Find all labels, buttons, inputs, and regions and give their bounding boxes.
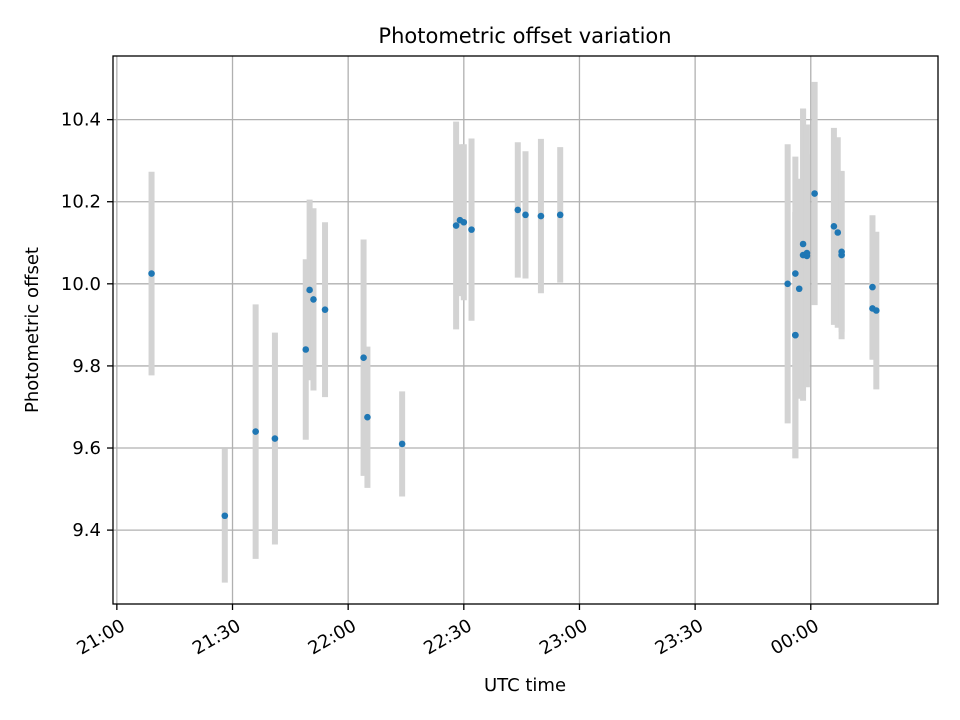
y-axis-label: Photometric offset: [22, 247, 43, 413]
data-point: [364, 413, 371, 421]
x-tick-label: 22:00: [305, 615, 360, 659]
data-point: [803, 249, 811, 257]
data-point: [306, 286, 313, 294]
data-point: [792, 270, 799, 277]
y-tick-label: 10.2: [61, 192, 101, 213]
data-point: [514, 206, 522, 214]
data-point: [468, 226, 475, 233]
data-point: [460, 218, 468, 226]
data-point: [795, 285, 803, 293]
y-tick-label: 9.4: [72, 520, 101, 541]
data-point: [830, 223, 838, 230]
x-tick-label: 22:30: [420, 615, 475, 659]
y-axis: 9.4 9.6 9.8 10.0 10.2 10.4: [61, 110, 113, 541]
x-axis-label: UTC time: [484, 675, 566, 696]
plot-frame: [112, 55, 939, 605]
y-tick-label: 9.8: [72, 356, 101, 377]
data-point: [537, 212, 545, 220]
data-point: [271, 435, 279, 442]
x-tick-label: 00:00: [767, 615, 822, 659]
y-tick-label: 9.6: [72, 438, 101, 459]
data-point: [834, 229, 842, 236]
x-tick-label: 21:00: [73, 615, 128, 659]
data-point: [221, 512, 229, 520]
data-point: [321, 306, 329, 313]
data-point: [811, 190, 818, 197]
data-point: [869, 283, 876, 291]
x-tick-label: 23:30: [652, 615, 707, 659]
data-point: [522, 211, 529, 219]
data-point: [799, 240, 807, 248]
errorbar-layer: [148, 81, 880, 583]
data-point: [784, 280, 791, 288]
x-axis: 21:00 21:30 22:00 22:30 23:00 23:30 00:00: [73, 604, 823, 659]
data-point: [838, 248, 845, 256]
data-point: [398, 440, 406, 448]
data-point: [310, 296, 317, 303]
data-point: [556, 211, 564, 219]
y-tick-label: 10.0: [61, 274, 101, 295]
data-point: [148, 270, 155, 277]
point-layer: [148, 190, 880, 520]
data-point: [360, 354, 367, 362]
data-point: [252, 428, 259, 435]
data-point: [452, 222, 460, 229]
data-point: [302, 346, 310, 353]
data-point: [792, 331, 799, 339]
y-tick-label: 10.4: [61, 110, 101, 131]
x-tick-label: 23:00: [536, 615, 591, 659]
x-tick-label: 21:30: [189, 615, 244, 659]
data-point: [873, 307, 880, 314]
chart-title: Photometric offset variation: [378, 24, 671, 48]
